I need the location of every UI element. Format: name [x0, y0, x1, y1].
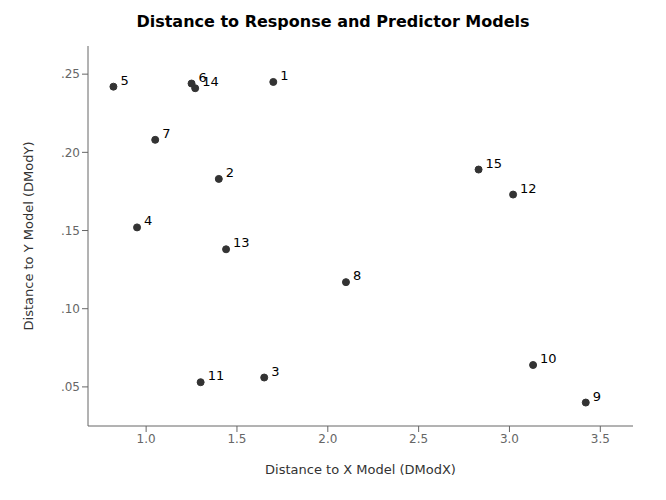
svg-text:.05: .05 — [61, 380, 80, 394]
svg-text:8: 8 — [353, 268, 361, 283]
svg-text:Distance to Y Model (DModY): Distance to Y Model (DModY) — [21, 142, 36, 331]
html-text:Distance to Response and Predi: Distance to Response and Predictor Model… — [136, 12, 530, 31]
svg-text:3.0: 3.0 — [500, 432, 519, 446]
svg-text:9: 9 — [593, 389, 601, 404]
svg-text:2: 2 — [226, 165, 234, 180]
svg-text:3.5: 3.5 — [591, 432, 610, 446]
svg-text:Distance to X Model (DModX): Distance to X Model (DModX) — [265, 462, 456, 477]
svg-text:4: 4 — [144, 213, 152, 228]
svg-text:.15: .15 — [61, 224, 80, 238]
svg-text:7: 7 — [162, 126, 170, 141]
svg-text:3: 3 — [271, 364, 279, 379]
svg-text:14: 14 — [202, 74, 219, 89]
svg-text:1.0: 1.0 — [137, 432, 156, 446]
svg-text:.25: .25 — [61, 67, 80, 81]
svg-text:1: 1 — [280, 68, 288, 83]
svg-text:13: 13 — [233, 235, 250, 250]
svg-text:5: 5 — [120, 73, 128, 88]
svg-text:.10: .10 — [61, 302, 80, 316]
svg-text:2.0: 2.0 — [318, 432, 337, 446]
svg-text:1.5: 1.5 — [227, 432, 246, 446]
svg-text:12: 12 — [520, 181, 537, 196]
svg-text:11: 11 — [208, 368, 225, 383]
svg-text:.20: .20 — [61, 146, 80, 160]
svg-text:10: 10 — [540, 351, 557, 366]
svg-text:2.5: 2.5 — [409, 432, 428, 446]
svg-text:15: 15 — [486, 156, 503, 171]
